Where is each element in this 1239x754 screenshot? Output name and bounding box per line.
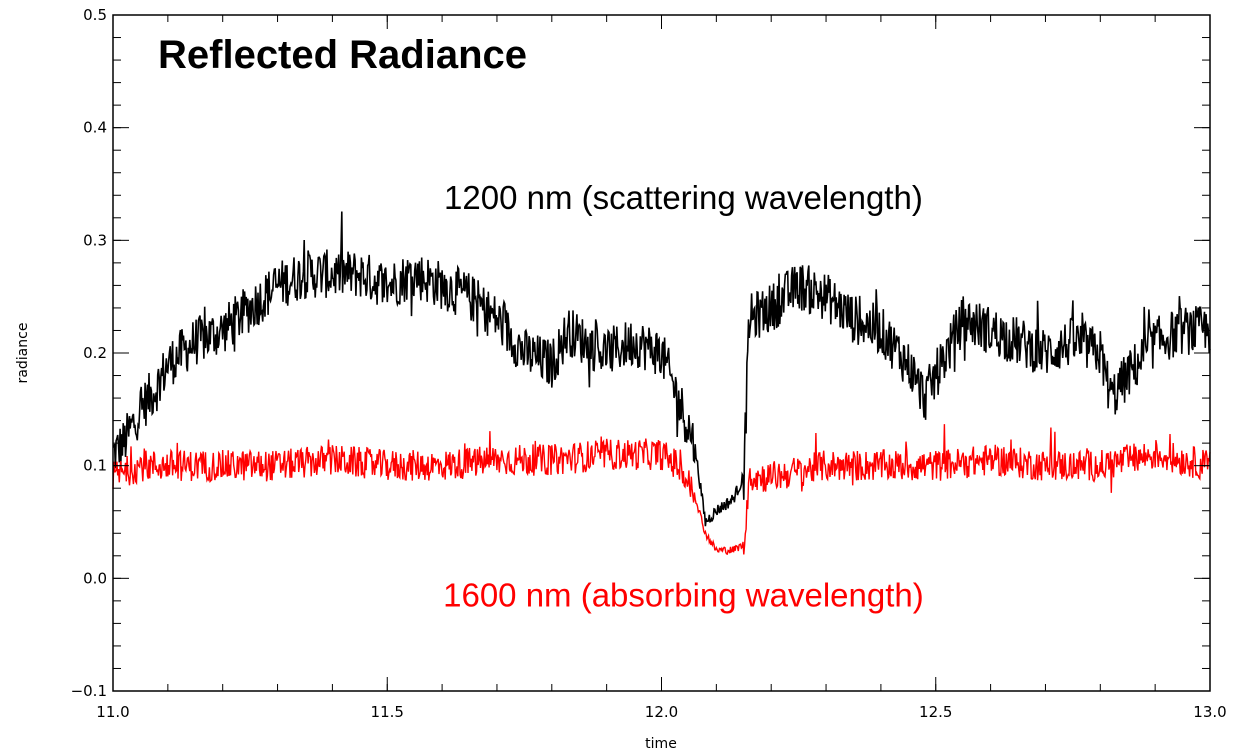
y-tick-label: −0.1 [71, 682, 107, 700]
annotation-scattering: 1200 nm (scattering wavelength) [444, 179, 923, 216]
x-tick-label: 11.0 [96, 703, 129, 721]
y-tick-label: 0.3 [83, 231, 107, 249]
y-tick-label: 0.1 [83, 457, 107, 475]
series-line-0 [112, 211, 1211, 527]
y-tick-label: 0.0 [83, 569, 107, 587]
series-layer [112, 211, 1211, 556]
x-tick-label: 12.5 [919, 703, 952, 721]
y-tick-label: 0.4 [83, 119, 107, 137]
y-tick-label: 0.5 [83, 6, 107, 24]
series-line-1 [112, 424, 1211, 556]
x-tick-label: 13.0 [1193, 703, 1226, 721]
x-tick-label: 12.0 [645, 703, 678, 721]
x-tick-label: 11.5 [371, 703, 404, 721]
annotation-absorbing: 1600 nm (absorbing wavelength) [443, 577, 924, 614]
y-axis-title: radiance [15, 323, 31, 384]
y-tick-label: 0.2 [83, 344, 107, 362]
ticks-layer: 11.0 11.5 12.0 12.5 13.0 −0.1 0.0 0.1 0.2 0.3 0.4 0… [71, 6, 1227, 721]
chart-title: Reflected Radiance [158, 33, 527, 77]
x-axis-title: time [645, 736, 677, 752]
